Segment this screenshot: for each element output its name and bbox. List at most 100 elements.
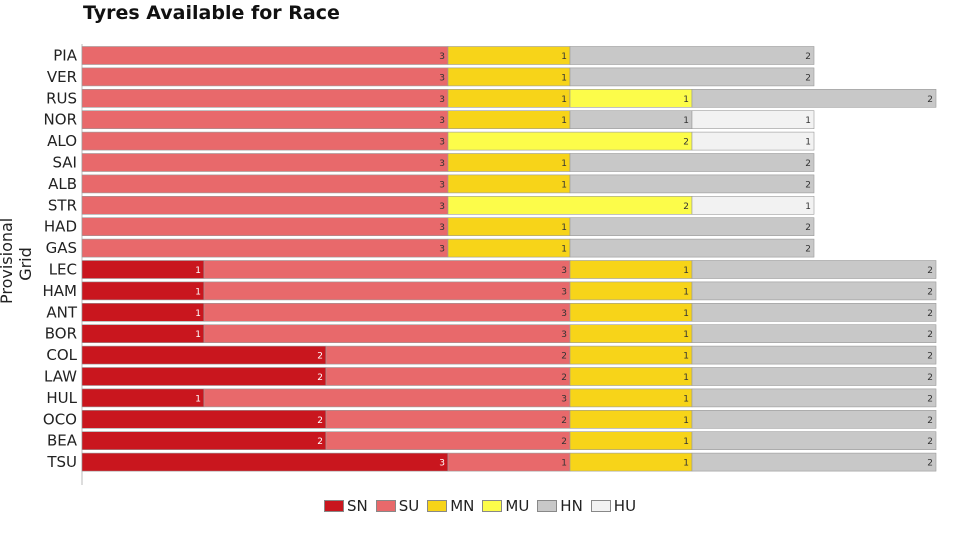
legend-swatch-mn bbox=[427, 500, 448, 512]
data-label-had-mn: 1 bbox=[561, 223, 567, 233]
data-label-bea-sn: 2 bbox=[317, 437, 323, 447]
bar-nor-mn bbox=[447, 110, 571, 129]
bar-oco-su bbox=[325, 409, 571, 429]
y-tick-label-sai: SAI bbox=[53, 154, 78, 172]
y-tick-label-ver: VER bbox=[47, 68, 77, 86]
bar-law-su bbox=[325, 367, 571, 386]
bar-nor-hn bbox=[569, 110, 693, 129]
bar-bor-mn bbox=[569, 324, 693, 344]
bar-str-su bbox=[81, 196, 449, 215]
bar-ham-mn bbox=[569, 281, 693, 301]
data-label-tsu-hn: 2 bbox=[927, 459, 933, 469]
data-label-alb-hn: 2 bbox=[805, 180, 811, 190]
bar-ver-hn bbox=[569, 67, 815, 87]
legend-label-su: SU bbox=[398, 497, 420, 515]
bar-gas-mn bbox=[447, 238, 571, 258]
data-label-sai-mn: 1 bbox=[561, 159, 567, 169]
bar-ant-hn bbox=[691, 302, 937, 322]
bar-rus-mu bbox=[569, 89, 693, 108]
data-label-nor-mn: 1 bbox=[561, 116, 567, 126]
data-label-bor-su: 3 bbox=[561, 330, 567, 340]
data-label-oco-su: 2 bbox=[561, 416, 567, 426]
legend-item-hu: HU bbox=[590, 497, 637, 515]
data-label-rus-su: 3 bbox=[439, 95, 445, 105]
chart-title: Tyres Available for Race bbox=[83, 2, 340, 24]
legend-swatch-sn bbox=[323, 500, 344, 512]
bar-col-su bbox=[325, 345, 571, 365]
y-tick-label-bor: BOR bbox=[45, 325, 77, 343]
y-tick-label-tsu: TSU bbox=[46, 453, 77, 471]
data-label-str-mu: 2 bbox=[683, 202, 689, 212]
legend: SN SU MN MU HN HU bbox=[0, 497, 960, 515]
bar-alb-hn bbox=[569, 174, 815, 194]
y-tick-label-ham: HAM bbox=[43, 282, 77, 300]
data-label-pia-hn: 2 bbox=[805, 52, 811, 62]
data-label-str-hu: 1 bbox=[805, 202, 811, 212]
data-label-oco-sn: 2 bbox=[317, 416, 323, 426]
data-label-alo-mu: 2 bbox=[683, 138, 689, 148]
legend-item-sn: SN bbox=[323, 497, 368, 515]
data-label-pia-su: 3 bbox=[439, 52, 445, 62]
data-label-hul-sn: 1 bbox=[195, 394, 201, 404]
bar-col-sn bbox=[81, 345, 327, 365]
legend-swatch-hu bbox=[590, 500, 611, 512]
bar-bor-sn bbox=[81, 324, 205, 344]
bar-ant-mn bbox=[569, 302, 693, 322]
data-label-nor-hu: 1 bbox=[805, 116, 811, 126]
y-tick-label-rus: RUS bbox=[46, 89, 77, 107]
data-label-ver-su: 3 bbox=[439, 73, 445, 83]
y-tick-label-hul: HUL bbox=[46, 389, 77, 407]
bar-ver-mn bbox=[447, 67, 571, 87]
y-tick-label-gas: GAS bbox=[46, 239, 77, 257]
bar-lec-hn bbox=[691, 260, 937, 279]
y-tick-label-alb: ALB bbox=[48, 175, 77, 193]
data-label-bor-sn: 1 bbox=[195, 330, 201, 340]
data-label-lec-sn: 1 bbox=[195, 266, 201, 276]
data-label-lec-hn: 2 bbox=[927, 266, 933, 276]
bar-tsu-su bbox=[447, 452, 571, 472]
bar-had-hn bbox=[569, 217, 815, 236]
bar-oco-hn bbox=[691, 409, 937, 429]
bar-hul-mn bbox=[569, 388, 693, 408]
data-label-sai-su: 3 bbox=[439, 159, 445, 169]
bar-col-mn bbox=[569, 345, 693, 365]
data-label-bea-su: 2 bbox=[561, 437, 567, 447]
legend-label-hu: HU bbox=[613, 497, 637, 515]
data-label-lec-su: 3 bbox=[561, 266, 567, 276]
data-label-ham-sn: 1 bbox=[195, 287, 201, 297]
y-tick-label-col: COL bbox=[46, 346, 77, 364]
bar-lec-mn bbox=[569, 260, 693, 279]
data-label-gas-mn: 1 bbox=[561, 245, 567, 255]
bar-ham-hn bbox=[691, 281, 937, 301]
data-label-bea-hn: 2 bbox=[927, 437, 933, 447]
legend-swatch-mu bbox=[482, 500, 503, 512]
bar-col-hn bbox=[691, 345, 937, 365]
y-tick-label-ant: ANT bbox=[46, 303, 77, 321]
bar-alo-hu bbox=[691, 131, 815, 151]
data-label-ver-hn: 2 bbox=[805, 73, 811, 83]
bar-sai-mn bbox=[447, 153, 571, 172]
legend-label-hn: HN bbox=[560, 497, 583, 515]
bar-had-su bbox=[81, 217, 449, 236]
bar-rus-mn bbox=[447, 89, 571, 108]
bar-had-mn bbox=[447, 217, 571, 236]
y-tick-label-alo: ALO bbox=[47, 132, 77, 150]
data-label-col-mn: 1 bbox=[683, 352, 689, 362]
legend-label-mu: MU bbox=[505, 497, 530, 515]
legend-label-sn: SN bbox=[346, 497, 368, 515]
bar-nor-su bbox=[81, 110, 449, 129]
bar-tsu-hn bbox=[691, 452, 937, 472]
bar-gas-su bbox=[81, 238, 449, 258]
y-tick-label-pia: PIA bbox=[53, 47, 77, 65]
bar-sai-hn bbox=[569, 153, 815, 172]
bar-tsu-mn bbox=[569, 452, 693, 472]
data-label-alo-su: 3 bbox=[439, 138, 445, 148]
bar-oco-mn bbox=[569, 409, 693, 429]
y-tick-label-law: LAW bbox=[44, 368, 77, 386]
data-label-ant-mn: 1 bbox=[683, 309, 689, 319]
bar-bea-sn bbox=[81, 431, 327, 451]
bar-bea-mn bbox=[569, 431, 693, 451]
bar-tsu-sn bbox=[81, 452, 449, 472]
bar-bor-hn bbox=[691, 324, 937, 344]
bar-rus-su bbox=[81, 89, 449, 108]
